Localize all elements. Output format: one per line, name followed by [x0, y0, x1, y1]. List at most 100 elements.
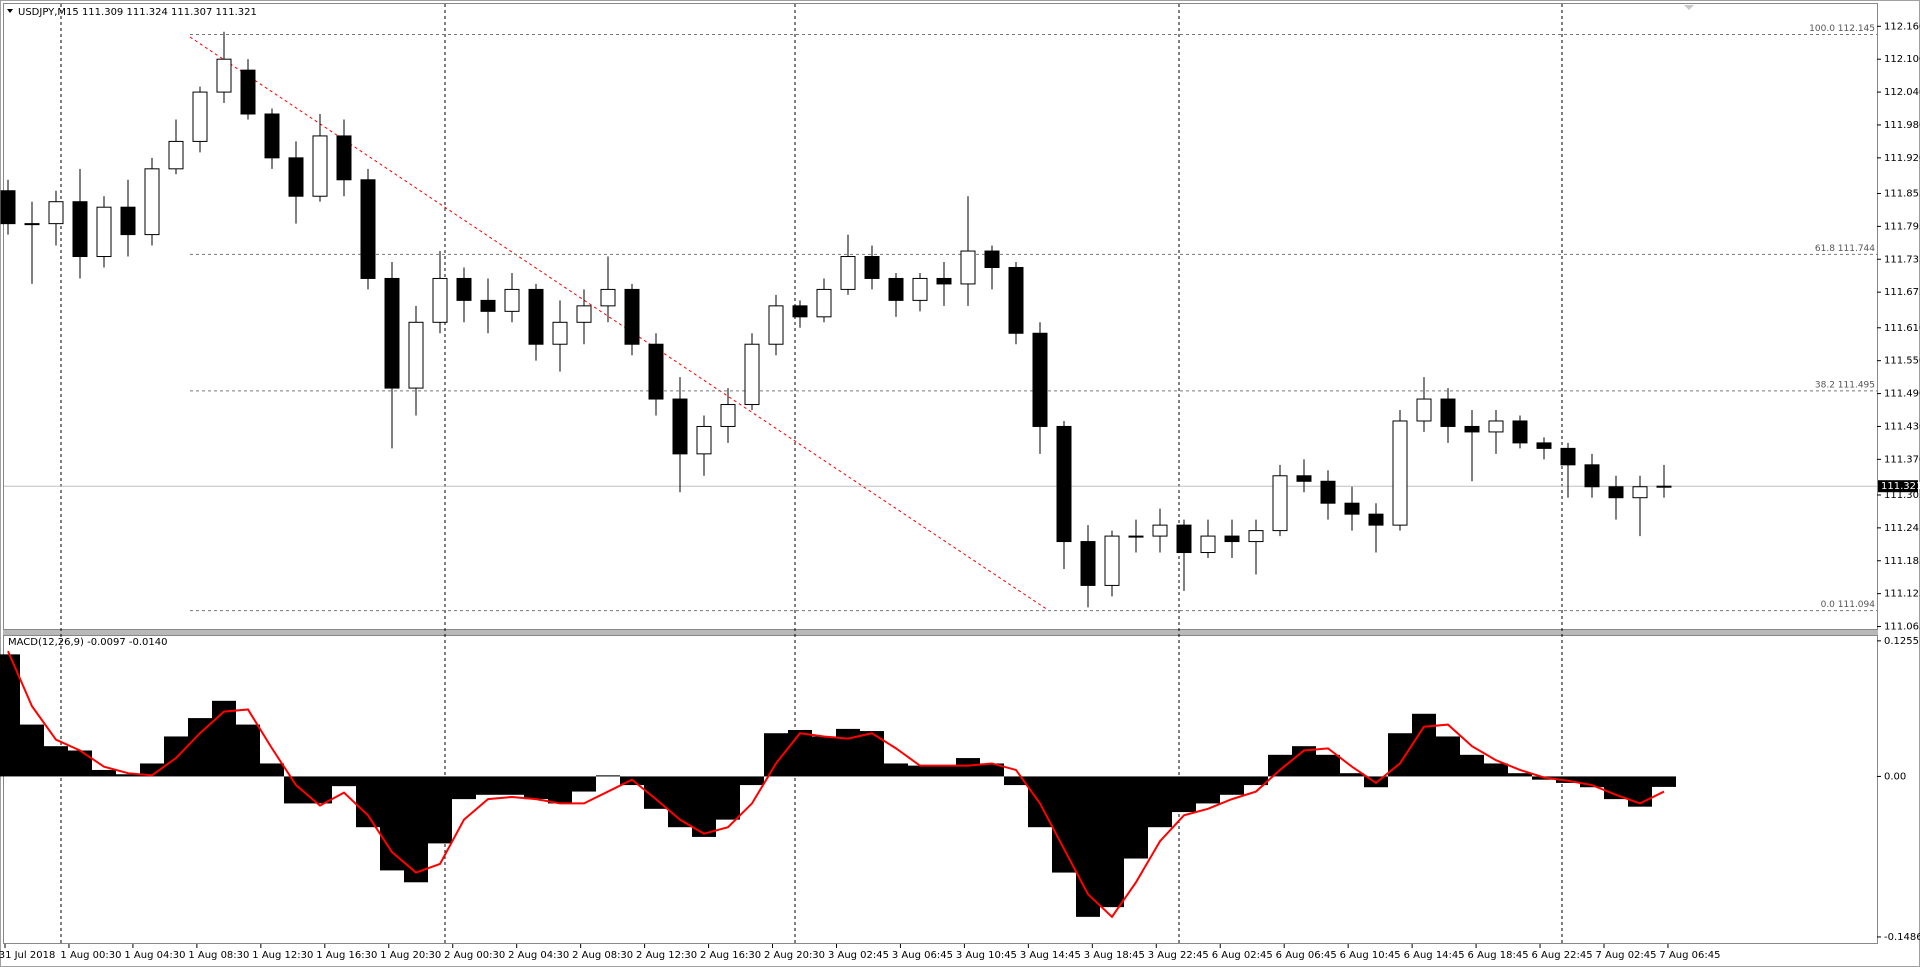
macd-bar — [500, 776, 524, 795]
candle-body — [360, 179, 376, 279]
candle-body — [1008, 266, 1024, 334]
macd-bar — [1580, 776, 1604, 788]
candle-body — [1152, 524, 1168, 537]
y-tick-label: -0.1486 — [1884, 932, 1920, 943]
x-tick-label: 7 Aug 06:45 — [1659, 950, 1720, 961]
candle-body — [1608, 486, 1624, 499]
x-tick-label: 2 Aug 16:30 — [700, 950, 761, 961]
macd-bar — [1004, 776, 1028, 786]
macd-bar — [1436, 736, 1460, 777]
current-price-label: 111.321 — [1881, 481, 1920, 492]
macd-bar — [1604, 776, 1628, 800]
y-tick-label: 111.245 — [1884, 523, 1920, 534]
x-tick-label: 31 Jul 2018 — [0, 950, 55, 961]
candle-body — [24, 223, 40, 226]
macd-bar — [140, 763, 164, 777]
scroll-marker — [1684, 5, 1694, 10]
x-tick-label: 2 Aug 20:30 — [764, 950, 825, 961]
x-tick-label: 2 Aug 00:30 — [444, 950, 505, 961]
candle-body — [744, 343, 760, 406]
x-tick-label: 6 Aug 02:45 — [1212, 950, 1273, 961]
macd-bar — [1220, 776, 1244, 795]
candle-body — [1512, 420, 1528, 444]
x-tick-label: 6 Aug 18:45 — [1468, 950, 1529, 961]
panel-separator — [3, 630, 1878, 635]
y-tick-label: 111.675 — [1884, 287, 1920, 298]
macd-bar — [1268, 754, 1292, 777]
y-tick-label: 111.735 — [1884, 254, 1920, 265]
macd-bar — [284, 776, 308, 804]
macd-bar — [1076, 776, 1100, 917]
candle-body — [1464, 425, 1480, 433]
x-tick-label: 7 Aug 02:45 — [1595, 950, 1656, 961]
macd-bar — [1148, 776, 1172, 828]
candle-body — [1560, 447, 1576, 466]
candle-body — [864, 256, 880, 279]
candle-body — [936, 277, 952, 285]
candle-body — [840, 256, 856, 290]
macd-bar — [548, 776, 572, 804]
candle-body — [576, 305, 592, 323]
y-tick-label: 111.370 — [1884, 454, 1920, 465]
macd-bar — [164, 736, 188, 777]
candle-body — [456, 277, 472, 301]
y-tick-label: 111.490 — [1884, 389, 1920, 400]
candle-body — [120, 206, 136, 236]
macd-bar — [1340, 773, 1364, 777]
macd-bar — [1556, 776, 1580, 783]
macd-bar — [932, 765, 956, 777]
macd-bar — [332, 776, 356, 787]
macd-bar — [764, 733, 788, 777]
candle-body — [1416, 398, 1432, 422]
macd-bar — [0, 654, 20, 777]
y-tick-label: 111.980 — [1884, 120, 1920, 131]
candle-body — [672, 398, 688, 455]
candle-body — [600, 288, 616, 307]
y-tick-label: 111.550 — [1884, 356, 1920, 367]
macd-bar — [380, 776, 404, 871]
macd-bar — [1508, 773, 1532, 777]
price-panel — [3, 3, 1878, 630]
candle-body — [1320, 480, 1336, 504]
macd-bar — [1316, 754, 1340, 777]
candle-body — [1272, 475, 1288, 532]
candle-body — [816, 288, 832, 318]
candle-body — [336, 135, 352, 181]
macd-bar — [692, 776, 716, 837]
y-tick-label: 111.920 — [1884, 153, 1920, 164]
candle-body — [1248, 530, 1264, 543]
macd-bar — [524, 776, 548, 800]
candle-body — [1344, 502, 1360, 515]
macd-bar — [1652, 776, 1676, 787]
x-tick-label: 3 Aug 06:45 — [892, 950, 953, 961]
macd-bar — [884, 763, 908, 777]
x-tick-label: 1 Aug 04:30 — [124, 950, 185, 961]
candle-body — [240, 69, 256, 115]
candle-body — [96, 206, 112, 258]
y-tick-label: 111.065 — [1884, 622, 1920, 633]
candle-body — [504, 288, 520, 312]
candle-body — [1176, 524, 1192, 554]
candle-body — [648, 343, 664, 400]
fib-label: 0.0 111.094 — [1821, 600, 1876, 610]
candle-body — [1584, 464, 1600, 488]
x-tick-label: 1 Aug 12:30 — [252, 950, 313, 961]
macd-bar — [908, 765, 932, 777]
x-tick-label: 3 Aug 14:45 — [1020, 950, 1081, 961]
x-tick-label: 3 Aug 10:45 — [956, 950, 1017, 961]
macd-bar — [1244, 776, 1268, 786]
macd-bar — [1124, 776, 1148, 859]
macd-bar — [356, 776, 380, 828]
candle-body — [312, 135, 328, 197]
macd-bar — [788, 729, 812, 777]
macd-bar — [44, 746, 68, 777]
symbol-menu-arrow[interactable] — [7, 9, 13, 13]
macd-bar — [1412, 713, 1436, 777]
candle-body — [1632, 486, 1648, 499]
macd-bar — [68, 750, 92, 777]
x-tick-label: 2 Aug 08:30 — [572, 950, 633, 961]
macd-header: MACD(12,26,9) -0.0097 -0.0140 — [8, 637, 168, 648]
candle-body — [1224, 535, 1240, 543]
